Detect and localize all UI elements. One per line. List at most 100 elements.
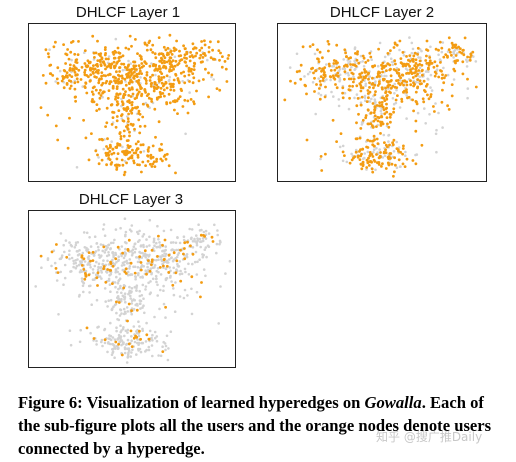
hyperedge-node	[418, 82, 422, 86]
user-node	[416, 111, 420, 115]
user-node	[117, 255, 120, 258]
hyperedge-node	[168, 82, 172, 86]
user-node	[142, 233, 146, 236]
hyperedge-node	[104, 52, 107, 55]
hyperedge-node	[124, 46, 128, 50]
hyperedge-node	[329, 69, 333, 72]
user-node	[119, 335, 123, 338]
user-node	[404, 154, 407, 157]
hyperedge-node	[447, 48, 451, 51]
user-node	[123, 251, 127, 254]
hyperedge-node	[135, 94, 139, 97]
hyperedge-node	[157, 53, 161, 56]
hyperedge-node	[370, 167, 374, 171]
hyperedge-node	[198, 49, 202, 52]
hyperedge-node	[182, 70, 186, 74]
user-node	[329, 78, 332, 82]
user-node	[129, 297, 132, 300]
hyperedge-node	[418, 59, 422, 63]
panel-1-scatter	[28, 23, 236, 182]
hyperedge-node	[146, 148, 150, 152]
hyperedge-node	[414, 66, 418, 70]
hyperedge-node	[161, 350, 165, 353]
hyperedge-node	[387, 125, 391, 129]
hyperedge-node	[388, 68, 392, 72]
user-node	[363, 152, 366, 155]
user-node	[118, 314, 122, 317]
hyperedge-node	[139, 86, 143, 90]
hyperedge-node	[318, 67, 321, 70]
user-node	[373, 98, 377, 101]
hyperedge-node	[55, 77, 59, 81]
user-node	[378, 41, 382, 45]
hyperedge-node	[401, 51, 405, 54]
user-node	[379, 109, 383, 113]
hyperedge-node	[148, 39, 152, 43]
hyperedge-node	[343, 70, 347, 73]
hyperedge-node	[73, 66, 77, 69]
user-node	[80, 280, 84, 283]
user-node	[99, 243, 103, 246]
hyperedge-node	[140, 72, 143, 75]
user-node	[168, 78, 171, 82]
hyperedge-node	[150, 165, 154, 168]
user-node	[121, 68, 125, 72]
user-node	[116, 266, 120, 270]
user-node	[131, 248, 135, 251]
hyperedge-node	[122, 134, 126, 138]
hyperedge-node	[140, 62, 144, 65]
hyperedge-node	[130, 44, 133, 48]
user-node	[124, 300, 127, 304]
hyperedge-node	[394, 62, 397, 66]
user-node	[69, 343, 73, 347]
hyperedge-node	[416, 63, 420, 67]
user-node	[155, 277, 158, 281]
hyperedge-node	[345, 55, 348, 58]
hyperedge-node	[392, 110, 395, 114]
user-node	[113, 281, 117, 284]
hyperedge-node	[402, 144, 405, 148]
hyperedge-node	[105, 145, 108, 148]
hyperedge-node	[91, 259, 95, 262]
hyperedge-node	[411, 159, 415, 162]
hyperedge-node	[377, 116, 381, 119]
hyperedge-node	[102, 60, 105, 63]
hyperedge-node	[341, 150, 345, 154]
hyperedge-node	[76, 53, 80, 56]
hyperedge-node	[183, 98, 187, 102]
hyperedge-node	[114, 51, 118, 54]
user-node	[147, 348, 151, 352]
user-node	[435, 68, 439, 71]
hyperedge-node	[110, 123, 114, 126]
user-node	[164, 277, 168, 280]
hyperedge-node	[365, 100, 369, 103]
user-node	[123, 310, 127, 314]
hyperedge-node	[71, 67, 75, 71]
hyperedge-node	[343, 48, 347, 52]
hyperedge-node	[113, 79, 116, 83]
hyperedge-node	[364, 74, 368, 78]
user-node	[115, 329, 118, 333]
hyperedge-node	[378, 101, 382, 104]
user-node	[120, 117, 124, 120]
hyperedge-node	[146, 103, 149, 107]
hyperedge-node	[171, 100, 175, 103]
user-node	[116, 281, 120, 285]
hyperedge-node	[383, 77, 386, 81]
hyperedge-node	[176, 78, 180, 82]
hyperedge-node	[385, 69, 388, 72]
hyperedge-node	[122, 150, 125, 154]
hyperedge-node	[440, 76, 444, 80]
hyperedge-node	[125, 75, 129, 79]
hyperedge-node	[127, 157, 130, 161]
hyperedge-node	[396, 71, 399, 75]
hyperedge-node	[199, 53, 203, 57]
user-node	[132, 265, 135, 269]
hyperedge-node	[118, 70, 121, 73]
user-node	[113, 338, 117, 341]
panel-2-scatter	[277, 23, 487, 182]
hyperedge-node	[116, 102, 120, 106]
hyperedge-node	[379, 122, 383, 126]
user-node	[141, 306, 144, 309]
hyperedge-node	[414, 90, 418, 94]
